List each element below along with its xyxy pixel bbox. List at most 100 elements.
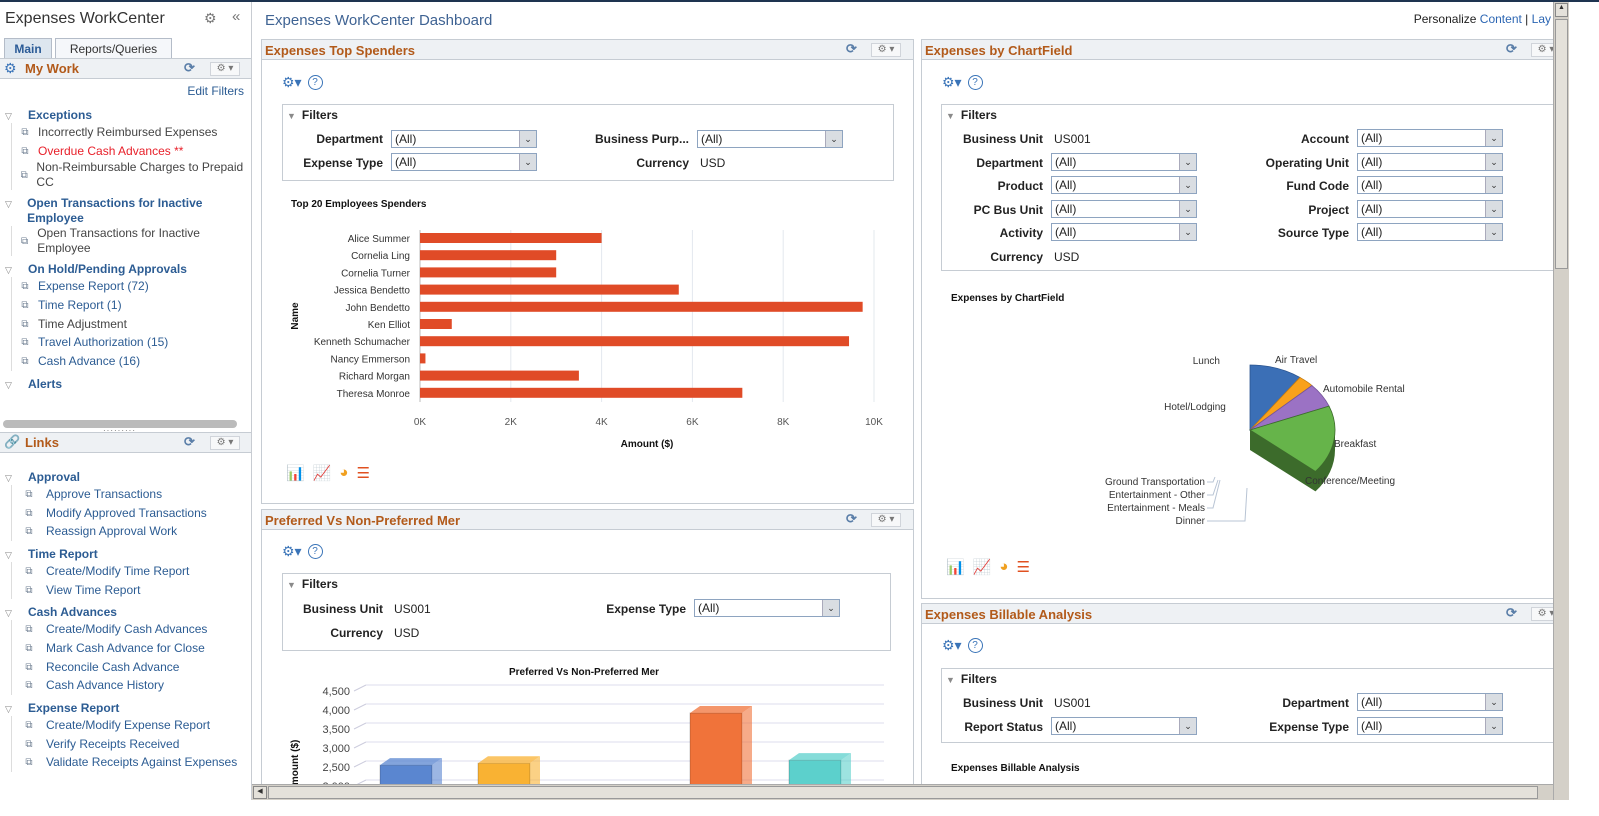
bar[interactable]: [477, 762, 531, 784]
help-icon[interactable]: ?: [307, 544, 323, 559]
personalize-content-link[interactable]: Content: [1479, 12, 1522, 26]
bar-chart-icon[interactable]: 📊: [286, 465, 305, 482]
pagelet-options-button[interactable]: ⚙ ▾: [210, 436, 240, 450]
expense-type-select[interactable]: (All) ⌄: [694, 599, 840, 617]
refresh-icon[interactable]: ⟳: [1506, 41, 1517, 56]
scroll-left-button[interactable]: ◀: [253, 786, 267, 799]
group-header[interactable]: ▽ Time Report: [0, 547, 250, 562]
horizontal-scrollbar[interactable]: ◀: [252, 784, 1553, 800]
filter-select[interactable]: (All) ⌄: [1357, 223, 1503, 241]
refresh-icon[interactable]: ⟳: [184, 60, 195, 75]
bar[interactable]: [788, 759, 842, 784]
chart-options[interactable]: ⚙▾?: [282, 543, 323, 560]
bar[interactable]: [420, 370, 579, 381]
list-item[interactable]: ⧉ Create/Modify Cash Advances: [11, 620, 250, 640]
list-item[interactable]: ⧉ Reconcile Cash Advance: [11, 657, 250, 677]
list-item[interactable]: ⧉ Time Adjustment: [11, 314, 250, 334]
chart-options[interactable]: ⚙▾?: [282, 74, 323, 91]
horizontal-bar-chart-icon[interactable]: ☰: [1016, 559, 1030, 576]
list-item[interactable]: ⧉ Modify Approved Transactions: [11, 503, 250, 523]
sidebar-scrollbar[interactable]: [3, 420, 237, 428]
pagelet-options-button[interactable]: ⚙ ▾: [210, 62, 240, 76]
gear-icon[interactable]: ⚙▾: [942, 74, 962, 90]
filters-toggle[interactable]: ▼ Filters: [287, 108, 338, 122]
filter-select[interactable]: (All) ⌄: [1357, 176, 1503, 194]
bar[interactable]: [689, 712, 743, 784]
refresh-icon[interactable]: ⟳: [846, 511, 857, 526]
bar[interactable]: [420, 267, 557, 278]
bar[interactable]: [420, 301, 863, 312]
line-chart-icon[interactable]: 📈: [972, 559, 992, 576]
bar[interactable]: [420, 319, 452, 329]
bar[interactable]: [420, 250, 557, 261]
group-header[interactable]: ▽ Exceptions: [0, 108, 250, 123]
list-item[interactable]: ⧉ Create/Modify Time Report: [11, 562, 250, 581]
edit-filters-link[interactable]: Edit Filters: [187, 84, 244, 98]
vertical-scrollbar[interactable]: ▲: [1553, 2, 1569, 800]
help-icon[interactable]: ?: [307, 75, 323, 90]
filter-select[interactable]: (All) ⌄: [1357, 200, 1503, 218]
group-header[interactable]: ▽ On Hold/Pending Approvals: [0, 262, 250, 277]
list-item[interactable]: ⧉ Expense Report (72): [11, 277, 250, 297]
filter-select[interactable]: (All) ⌄: [1051, 153, 1197, 171]
gear-icon[interactable]: ⚙▾: [282, 74, 302, 90]
chart-options[interactable]: ⚙▾?: [942, 74, 983, 91]
scroll-up-button[interactable]: ▲: [1555, 3, 1568, 17]
personalize-layout-link[interactable]: Lay: [1531, 12, 1551, 26]
filter-select[interactable]: (All) ⌄: [1051, 176, 1197, 194]
filters-toggle[interactable]: ▼ Filters: [946, 108, 997, 122]
line-chart-icon[interactable]: 📈: [312, 465, 332, 482]
pie-slice[interactable]: [1249, 405, 1336, 472]
help-icon[interactable]: ?: [967, 75, 983, 90]
chart-options[interactable]: ⚙▾?: [942, 637, 983, 654]
list-item[interactable]: ⧉ Reassign Approval Work: [11, 522, 250, 542]
group-header[interactable]: ▽ Open Transactions for Inactive Employee: [0, 196, 250, 226]
horizontal-bar-chart-icon[interactable]: ☰: [356, 465, 370, 482]
refresh-icon[interactable]: ⟳: [846, 41, 857, 56]
gear-icon[interactable]: ⚙▾: [282, 543, 302, 559]
list-item[interactable]: ⧉ Cash Advance History: [11, 676, 250, 696]
bar[interactable]: [420, 353, 426, 364]
list-item[interactable]: ⧉ Overdue Cash Advances **: [11, 141, 250, 161]
scrollbar-thumb[interactable]: [268, 786, 1538, 799]
gear-icon[interactable]: ⚙: [204, 10, 217, 26]
filter-select[interactable]: (All) ⌄: [1051, 223, 1197, 241]
scrollbar-thumb[interactable]: [1555, 19, 1568, 269]
list-item[interactable]: ⧉ Create/Modify Expense Report: [11, 716, 250, 735]
bar-chart-icon[interactable]: 📊: [946, 559, 965, 576]
filter-select[interactable]: (All) ⌄: [1357, 153, 1503, 171]
group-header[interactable]: ▽ Expense Report: [0, 701, 250, 716]
expense-type-select[interactable]: (All) ⌄: [391, 153, 537, 171]
filter-select[interactable]: (All) ⌄: [1357, 129, 1503, 147]
bar[interactable]: [420, 387, 743, 398]
filter-select[interactable]: (All) ⌄: [1051, 200, 1197, 218]
list-item[interactable]: ⧉ View Time Report: [11, 580, 250, 600]
list-item[interactable]: ⧉ Travel Authorization (15): [11, 333, 250, 353]
expense-type-select[interactable]: (All) ⌄: [1357, 717, 1503, 735]
list-item[interactable]: ⧉ Open Transactions for Inactive Employee: [11, 226, 250, 257]
bar[interactable]: [420, 233, 602, 243]
filters-toggle[interactable]: ▼ Filters: [287, 577, 338, 591]
tab-main[interactable]: Main: [4, 38, 52, 59]
resize-handle[interactable]: ·········: [103, 426, 136, 435]
business-purpose-select[interactable]: (All) ⌄: [697, 130, 843, 148]
refresh-icon[interactable]: ⟳: [1506, 605, 1517, 620]
help-icon[interactable]: ?: [967, 638, 983, 653]
report-status-select[interactable]: (All) ⌄: [1051, 717, 1197, 735]
pagelet-options-button[interactable]: ⚙ ▾: [871, 513, 901, 527]
bar[interactable]: [379, 764, 433, 784]
pie-chart-icon[interactable]: ◕: [339, 464, 349, 481]
bar[interactable]: [420, 336, 850, 347]
bar[interactable]: [420, 284, 679, 295]
pie-chart-icon[interactable]: ◕: [999, 558, 1009, 575]
list-item[interactable]: ⧉ Verify Receipts Received: [11, 734, 250, 754]
department-select[interactable]: (All) ⌄: [1357, 693, 1503, 711]
list-item[interactable]: ⧉ Time Report (1): [11, 296, 250, 315]
pagelet-options-button[interactable]: ⚙ ▾: [871, 43, 901, 57]
refresh-icon[interactable]: ⟳: [184, 434, 195, 449]
list-item[interactable]: ⧉ Approve Transactions: [11, 485, 250, 504]
collapse-icon[interactable]: «: [232, 8, 241, 25]
department-select[interactable]: (All) ⌄: [391, 130, 537, 148]
list-item[interactable]: ⧉ Mark Cash Advance for Close: [11, 639, 250, 658]
group-header[interactable]: ▽ Approval: [0, 470, 250, 485]
